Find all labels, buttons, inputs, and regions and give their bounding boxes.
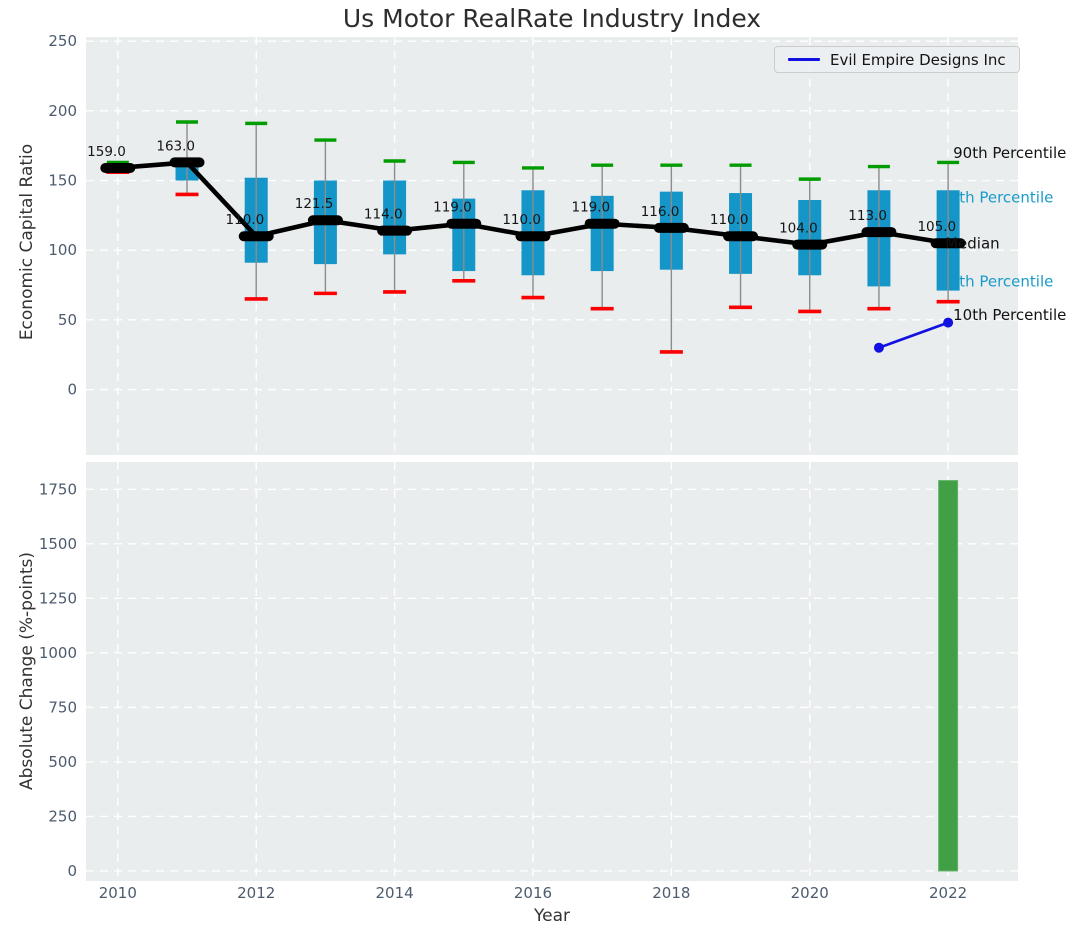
- median-value-label-2022: 105.0: [917, 219, 956, 235]
- bottom-y-axis-label: Absolute Change (%-points): [17, 552, 37, 790]
- median-value-label-2010: 159.0: [87, 144, 126, 160]
- median-marker-2013: [307, 215, 343, 226]
- top-y-tick-0: 0: [67, 381, 77, 399]
- legend-label: Evil Empire Designs Inc: [830, 50, 1006, 69]
- median-marker-2014: [377, 225, 413, 236]
- top-panel-bg: [86, 37, 1018, 455]
- annotation-90th-percentile: 90th Percentile: [953, 144, 1066, 162]
- annotation-25th-percentile: 25th Percentile: [940, 272, 1053, 290]
- top-y-axis-label: Economic Capital Ratio: [17, 143, 37, 341]
- bottom-panel-bg: [86, 462, 1018, 881]
- x-tick-2020: 2020: [791, 884, 829, 902]
- median-value-label-2017: 119.0: [572, 200, 611, 216]
- top-y-tick-250: 250: [48, 32, 77, 50]
- x-tick-2022: 2022: [929, 884, 967, 902]
- median-value-label-2015: 119.0: [433, 200, 472, 216]
- change-bar-2022: [938, 480, 959, 872]
- bottom-y-tick-0: 0: [67, 862, 77, 880]
- median-value-label-2012: 110.0: [226, 212, 265, 228]
- bottom-y-tick-250: 250: [48, 807, 77, 825]
- median-value-label-2011: 163.0: [156, 138, 195, 154]
- median-marker-2015: [446, 218, 482, 229]
- x-tick-2016: 2016: [514, 884, 552, 902]
- median-value-label-2019: 110.0: [710, 212, 749, 228]
- median-marker-2012: [238, 231, 274, 242]
- bottom-y-tick-1750: 1750: [39, 480, 77, 498]
- legend: Evil Empire Designs Inc: [774, 46, 1020, 73]
- median-value-label-2020: 104.0: [779, 221, 818, 237]
- company-line: [878, 321, 949, 349]
- annotation-median: Median: [945, 235, 1000, 253]
- x-tick-2010: 2010: [99, 884, 137, 902]
- bottom-y-tick-500: 500: [48, 753, 77, 771]
- bottom-y-tick-1000: 1000: [39, 644, 77, 662]
- median-marker-2020: [792, 239, 828, 250]
- annotation-10th-percentile: 10th Percentile: [953, 306, 1066, 324]
- median-value-label-2014: 114.0: [364, 207, 403, 223]
- median-marker-2011: [169, 157, 205, 168]
- bottom-y-tick-1500: 1500: [39, 535, 77, 553]
- top-y-tick-50: 50: [58, 311, 77, 329]
- top-y-tick-150: 150: [48, 172, 77, 190]
- company-point-2022: [943, 317, 954, 328]
- top-y-tick-100: 100: [48, 241, 77, 259]
- x-axis-label: Year: [534, 906, 570, 926]
- median-value-label-2018: 116.0: [641, 204, 680, 220]
- top-y-tick-200: 200: [48, 102, 77, 120]
- median-marker-2019: [723, 231, 759, 242]
- legend-line-sample: [788, 58, 820, 61]
- chart-title: Us Motor RealRate Industry Index: [342, 4, 762, 33]
- x-tick-2012: 2012: [237, 884, 275, 902]
- median-marker-2018: [653, 222, 689, 233]
- median-marker-2017: [584, 218, 620, 229]
- median-value-label-2013: 121.5: [295, 196, 334, 212]
- company-point-2021: [873, 342, 884, 353]
- bottom-y-tick-750: 750: [48, 698, 77, 716]
- median-value-label-2021: 113.0: [848, 208, 887, 224]
- median-marker-2016: [515, 231, 551, 242]
- median-marker-2021: [861, 227, 897, 238]
- x-tick-2018: 2018: [652, 884, 690, 902]
- median-value-label-2016: 110.0: [502, 212, 541, 228]
- median-marker-2022: [930, 238, 966, 249]
- x-tick-2014: 2014: [375, 884, 413, 902]
- annotation-75th-percentile: 75th Percentile: [940, 189, 1053, 207]
- bottom-y-tick-1250: 1250: [39, 589, 77, 607]
- median-marker-2010: [100, 162, 136, 173]
